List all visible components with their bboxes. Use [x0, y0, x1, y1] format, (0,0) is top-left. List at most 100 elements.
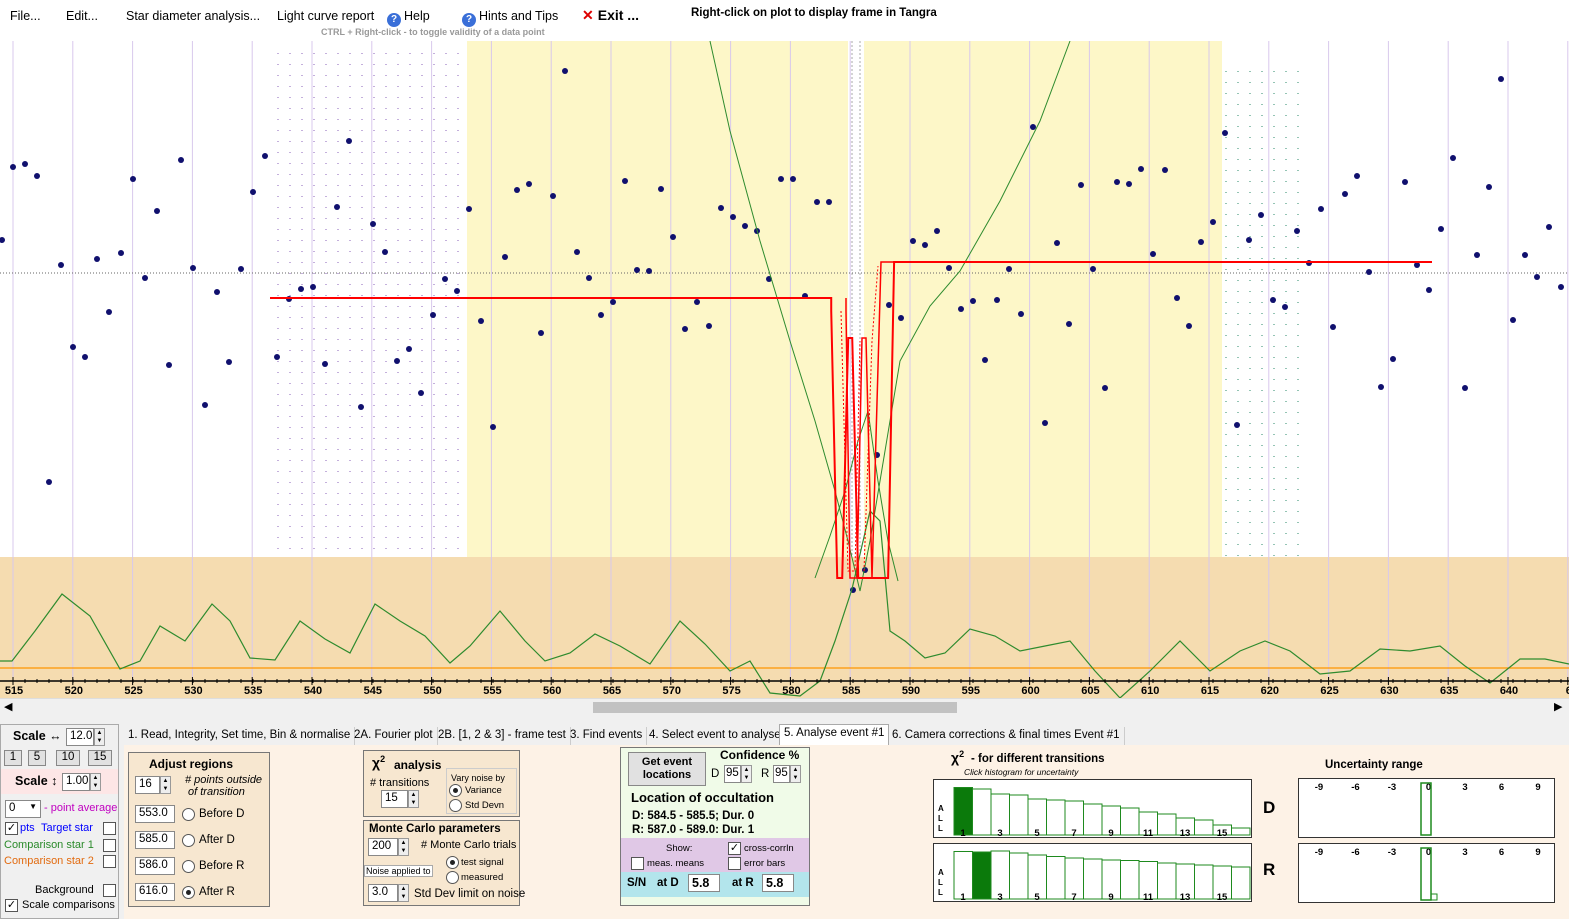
pts-checkbox[interactable]: ✓ [5, 822, 18, 835]
before-r-value[interactable]: 586.0 [135, 857, 175, 875]
uncertainty-tick: 6 [1499, 847, 1504, 858]
cross-corrln-checkbox[interactable]: ✓ [728, 842, 741, 855]
data-point [694, 299, 700, 305]
mc-trials-input[interactable]: 200 [368, 838, 398, 856]
background-checkbox[interactable] [103, 884, 116, 897]
tab-fourier[interactable]: 2A. Fourier plot [350, 727, 438, 745]
d-histogram[interactable]: A L L 1 3 5 7 9 11 13 15 [933, 779, 1252, 839]
data-point [1222, 130, 1228, 136]
scale-h-input[interactable]: 12.0 [66, 728, 94, 746]
data-point [1270, 297, 1276, 303]
tab-camera-corrections[interactable]: 6. Camera corrections & final times Even… [888, 727, 1125, 745]
comparison-star-1-checkbox[interactable] [103, 839, 116, 852]
meas-means-checkbox[interactable] [631, 857, 644, 870]
confidence-d-spinner[interactable]: ▲ ▼ [741, 765, 752, 783]
uncertainty-tick: -6 [1351, 847, 1359, 858]
d-location-text: D: 584.5 - 585.5; Dur. 0 [632, 810, 755, 822]
before-r-radio[interactable] [182, 860, 195, 873]
menu-edit[interactable]: Edit... [66, 9, 98, 23]
tab-frame-test[interactable]: 2B. [1, 2 & 3] - frame test [434, 727, 571, 745]
comparison-star-2-checkbox[interactable] [103, 855, 116, 868]
chevron-down-icon: ▼ [29, 802, 37, 811]
measured-radio[interactable] [446, 871, 459, 884]
data-point [634, 267, 640, 273]
data-point [1474, 252, 1480, 258]
data-point [562, 68, 568, 74]
scale-10-button[interactable]: 10 [56, 750, 80, 766]
menu-light-curve-report[interactable]: Light curve report [277, 9, 375, 23]
x-axis-tick-label: 555 [483, 685, 501, 697]
menu-exit[interactable]: ✕ Exit ... [582, 7, 639, 23]
tab-select-event[interactable]: 4. Select event to analyse [645, 727, 786, 745]
uncertainty-tick: -9 [1315, 782, 1323, 793]
plot-svg[interactable]: 515 520 525 530 535 540 545 550 555 560 565 570 575 5… [0, 40, 1569, 699]
transitions-spinner[interactable]: ▲ ▼ [408, 790, 419, 808]
error-bars-checkbox[interactable] [728, 857, 741, 870]
confidence-r-spinner[interactable]: ▲ ▼ [790, 765, 801, 783]
scroll-right-icon[interactable]: ▶ [1554, 701, 1563, 713]
after-r-radio[interactable] [182, 886, 195, 899]
x-axis-tick-label: 6 [1566, 685, 1569, 697]
data-point [922, 242, 928, 248]
data-point [1498, 76, 1504, 82]
tab-read[interactable]: 1. Read, Integrity, Set time, Bin & norm… [124, 727, 356, 745]
scale-comparisons-checkbox[interactable]: ✓ [5, 899, 18, 912]
after-r-value[interactable]: 616.0 [135, 883, 175, 901]
points-outside-spinner[interactable]: ▲ ▼ [160, 776, 171, 794]
test-signal-label: test signal [461, 857, 504, 868]
data-point [262, 153, 268, 159]
scale-h-spinner[interactable]: ▲ ▼ [94, 728, 105, 746]
menu-hints[interactable]: ? Hints and Tips [462, 9, 558, 27]
scale-1-button[interactable]: 1 [4, 750, 22, 766]
horizontal-scrollbar[interactable]: ◀ ▶ [0, 698, 1569, 715]
data-point [1054, 240, 1060, 246]
get-event-locations-button[interactable]: Get event locations [628, 752, 706, 786]
menu-help[interactable]: ? Help [387, 9, 430, 27]
scroll-left-icon[interactable]: ◀ [4, 701, 13, 713]
mc-trials-spinner[interactable]: ▲ ▼ [398, 838, 409, 856]
data-point [334, 204, 340, 210]
target-star-checkbox[interactable] [103, 822, 116, 835]
std-dev-limit-spinner[interactable]: ▲ ▼ [398, 884, 409, 902]
scale-comparisons-label: Scale comparisons [22, 899, 115, 911]
data-point [1258, 212, 1264, 218]
data-point [1198, 239, 1204, 245]
confidence-r-input[interactable]: 95 [773, 765, 790, 783]
std-dev-limit-input[interactable]: 3.0 [368, 884, 398, 902]
confidence-d-input[interactable]: 95 [724, 765, 741, 783]
data-point [586, 275, 592, 281]
data-point [502, 254, 508, 260]
before-d-value[interactable]: 553.0 [135, 805, 175, 823]
after-d-value[interactable]: 585.0 [135, 831, 175, 849]
after-d-radio[interactable] [182, 834, 195, 847]
x-axis-tick-label: 520 [65, 685, 83, 697]
tab-find-events[interactable]: 3. Find events [566, 727, 648, 745]
r-histogram[interactable]: A L L 1 3 5 7 9 11 13 15 [933, 843, 1252, 903]
help-icon: ? [387, 13, 401, 27]
menu-file[interactable]: File... [10, 9, 41, 23]
data-point [310, 284, 316, 290]
data-point [130, 176, 136, 182]
point-average-select[interactable]: 0 ▼ [5, 800, 41, 818]
data-point [430, 312, 436, 318]
scrollbar-thumb[interactable] [593, 702, 957, 713]
data-point [682, 326, 688, 332]
points-outside-input[interactable]: 16 [135, 776, 160, 794]
data-point [718, 205, 724, 211]
scale-v-spinner[interactable]: ▲ ▼ [90, 773, 101, 791]
scale-v-input[interactable]: 1.00 [62, 773, 90, 791]
scale-5-button[interactable]: 5 [28, 750, 46, 766]
sn-at-r-label: at R [732, 877, 754, 889]
test-signal-radio[interactable] [446, 856, 459, 869]
x-axis-tick-label: 615 [1201, 685, 1219, 697]
histogram-x-label: 15 [1217, 892, 1228, 901]
scale-15-button[interactable]: 15 [88, 750, 112, 766]
tab-analyse-event[interactable]: 5. Analyse event #1 [779, 724, 890, 746]
variance-radio[interactable] [449, 784, 462, 797]
std-devn-radio[interactable] [449, 799, 462, 812]
menu-star-diameter[interactable]: Star diameter analysis... [126, 9, 261, 23]
before-d-radio[interactable] [182, 808, 195, 821]
light-curve-plot[interactable]: 515 520 525 530 535 540 545 550 555 560 565 570 575 5… [0, 40, 1569, 699]
transitions-input[interactable]: 15 [381, 790, 408, 808]
comparison-star-2-label: Comparison star 2 [4, 855, 94, 867]
